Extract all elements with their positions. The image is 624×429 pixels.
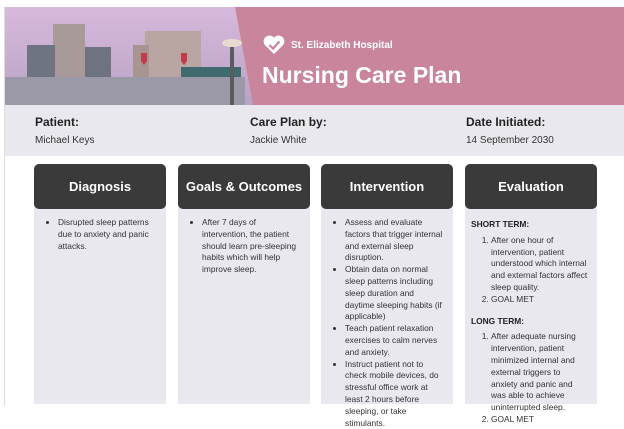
date-initiated-field: Date Initiated: 14 September 2030 [466,115,554,146]
goals-column: Goals & Outcomes After 7 days of interve… [178,164,310,404]
list-item: Assess and evaluate factors that trigger… [345,217,445,264]
list-item: Disrupted sleep patterns due to anxiety … [58,217,158,252]
list-item: After one hour of intervention, patient … [491,235,589,294]
list-item: After 7 days of intervention, the patien… [202,217,302,276]
evaluation-column: Evaluation SHORT TERM: After one hour of… [465,164,597,424]
care-plan-by-field: Care Plan by: Jackie White [250,115,327,146]
intervention-header: Intervention [321,164,453,209]
list-item: GOAL MET [491,414,589,426]
diagnosis-header: Diagnosis [34,164,166,209]
list-item: GOAL MET [491,294,589,306]
intervention-column: Intervention Assess and evaluate factors… [321,164,453,428]
page-title: Nursing Care Plan [262,62,462,88]
date-initiated-label: Date Initiated: [466,115,546,129]
goals-header: Goals & Outcomes [178,164,310,209]
list-item: After adequate nursing intervention, pat… [491,331,589,414]
list-item: Instruct patient not to check mobile dev… [345,359,445,429]
evaluation-header: Evaluation [465,164,597,209]
header-banner: St. Elizabeth Hospital Nursing Care Plan [5,7,624,105]
patient-label: Patient: [35,115,80,129]
care-plan-by-value: Jackie White [250,135,307,146]
hospital-name: St. Elizabeth Hospital [291,39,393,51]
care-plan-by-label: Care Plan by: [250,115,327,129]
info-band: Patient: Michael Keys Care Plan by: Jack… [5,105,624,156]
list-item: Obtain data on normal sleep patterns inc… [345,264,445,323]
short-term-label: SHORT TERM: [471,219,530,229]
date-initiated-value: 14 September 2030 [466,135,554,146]
patient-field: Patient: Michael Keys [35,115,94,146]
hospital-photo [5,7,253,105]
long-term-label: LONG TERM: [471,315,525,326]
heart-check-icon [263,35,285,55]
patient-value: Michael Keys [35,135,95,146]
list-item: Teach patient relaxation exercises to ca… [345,323,445,358]
diagnosis-column: Diagnosis Disrupted sleep patterns due t… [34,164,166,404]
hospital-brand: St. Elizabeth Hospital [263,35,393,55]
